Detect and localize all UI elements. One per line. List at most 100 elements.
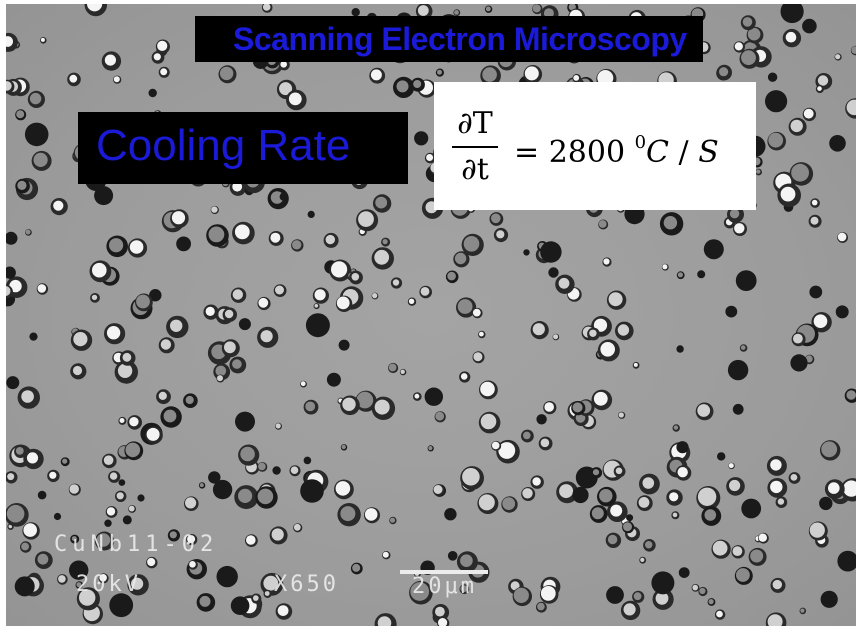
particle: [809, 285, 823, 299]
particle: [432, 484, 445, 496]
particle: [127, 574, 149, 596]
particle: [555, 274, 575, 294]
particle: [255, 486, 278, 509]
particle: [802, 107, 817, 122]
particle: [589, 505, 608, 523]
particle: [543, 401, 557, 415]
particle: [618, 411, 626, 419]
particle: [167, 529, 180, 542]
particle: [25, 229, 32, 236]
particle: [6, 266, 16, 279]
title-banner: Scanning Electron Microscopy: [195, 16, 703, 62]
particle: [840, 478, 856, 502]
particle: [275, 422, 282, 430]
particle: [76, 587, 100, 611]
particle: [707, 598, 716, 606]
particle: [268, 231, 284, 246]
particle: [607, 501, 628, 522]
particle: [766, 455, 787, 476]
particle: [27, 90, 45, 108]
particle: [728, 462, 735, 470]
particle: [746, 26, 764, 44]
particle: [350, 562, 363, 575]
particle: [672, 424, 680, 432]
cooling-rate-label: Cooling Rate: [96, 121, 351, 170]
particle: [409, 580, 433, 605]
particle: [587, 327, 600, 341]
particle: [6, 32, 18, 52]
particle: [758, 532, 769, 544]
particle: [300, 479, 324, 503]
particle: [206, 224, 229, 247]
particle: [251, 593, 262, 604]
particle: [34, 551, 53, 569]
particle: [815, 84, 825, 94]
particle: [335, 295, 353, 312]
particle: [521, 487, 536, 501]
particle: [388, 362, 399, 374]
particle: [447, 551, 458, 561]
particle: [477, 493, 499, 514]
particle: [113, 75, 122, 84]
particle: [659, 212, 684, 236]
particle: [151, 51, 165, 64]
unit-slash: /: [669, 135, 699, 170]
particle: [427, 445, 434, 452]
particle: [124, 441, 144, 461]
particle: [238, 318, 251, 331]
particle: [432, 604, 450, 621]
particle: [364, 507, 380, 524]
particle: [146, 556, 158, 569]
particle: [69, 560, 89, 580]
particle: [597, 486, 617, 507]
particle: [676, 441, 689, 454]
particle: [671, 511, 680, 520]
particle: [530, 475, 544, 489]
particle: [166, 315, 189, 339]
particle: [257, 326, 279, 348]
sample-id-label: CuNb11-02: [54, 532, 219, 557]
particle: [501, 496, 518, 513]
particle: [312, 287, 329, 304]
particle: [530, 321, 549, 340]
particle: [844, 388, 856, 403]
particle: [334, 479, 354, 500]
particle: [767, 478, 788, 498]
particle: [128, 505, 136, 513]
particle: [602, 257, 612, 267]
particle: [50, 198, 68, 216]
particle: [480, 65, 501, 86]
particle: [20, 541, 32, 553]
particle: [472, 351, 485, 364]
formula-box: ∂T ∂t = 2800 0C / S: [434, 82, 756, 210]
particle: [479, 380, 498, 400]
particle: [820, 440, 841, 461]
particle: [419, 285, 433, 299]
particle: [40, 37, 47, 44]
particle: [261, 4, 273, 13]
particle: [114, 360, 138, 384]
particle: [371, 396, 396, 420]
particle: [188, 560, 198, 570]
particle: [748, 547, 767, 566]
particle-field: [6, 4, 856, 626]
particle: [127, 238, 148, 258]
particle: [94, 531, 114, 551]
particle: [652, 588, 674, 610]
particle: [381, 237, 391, 247]
particle: [732, 403, 744, 415]
particle: [6, 231, 18, 245]
particle: [31, 150, 52, 171]
particle: [695, 402, 714, 421]
particle: [622, 521, 635, 534]
particle: [731, 545, 745, 559]
particle: [676, 271, 685, 280]
particle: [158, 337, 175, 354]
particle: [444, 508, 457, 521]
particle: [824, 479, 845, 499]
particle: [245, 534, 258, 547]
particle: [636, 495, 653, 512]
particle: [770, 577, 786, 593]
particle: [639, 473, 660, 495]
particle: [303, 399, 319, 415]
